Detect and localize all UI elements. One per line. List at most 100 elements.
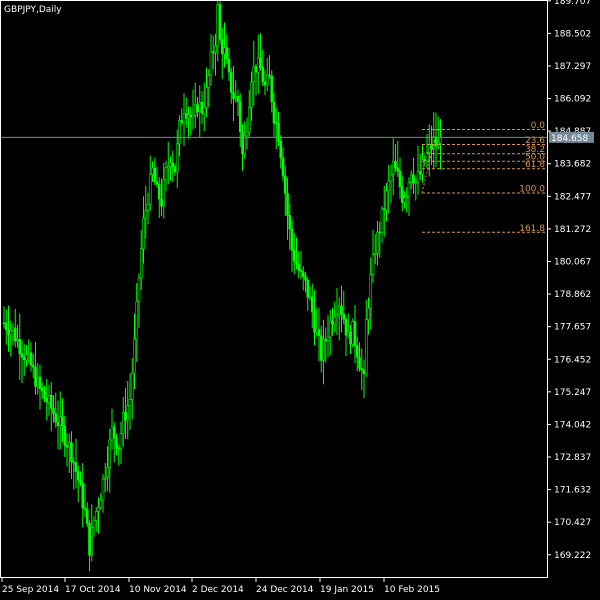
candle-body bbox=[45, 397, 49, 403]
candle-body bbox=[126, 405, 130, 421]
candle-body bbox=[216, 4, 220, 47]
candle-body bbox=[238, 101, 242, 133]
candle-body bbox=[245, 131, 249, 137]
candle-body bbox=[274, 122, 278, 125]
fibonacci-retracement[interactable]: 0.0 23.638.250.061.8 100.0 161.8 bbox=[421, 121, 546, 234]
candle-body bbox=[202, 107, 206, 114]
candle-body bbox=[79, 479, 82, 484]
candle-body bbox=[326, 336, 330, 341]
candle-body bbox=[421, 159, 424, 175]
candle-body bbox=[146, 203, 150, 211]
candle-body bbox=[283, 175, 287, 194]
candle-body bbox=[241, 131, 244, 155]
candle-body bbox=[74, 462, 78, 472]
current-price-badge-box bbox=[549, 131, 594, 143]
candle-body bbox=[36, 376, 40, 387]
candle-body bbox=[112, 426, 116, 439]
candle-body bbox=[340, 305, 343, 315]
candle-body bbox=[7, 329, 10, 336]
y-tick-label: 172.837 bbox=[554, 453, 591, 463]
candle-body bbox=[101, 478, 105, 501]
candle-body bbox=[371, 254, 375, 275]
candles-layer bbox=[2, 0, 442, 571]
candle-body bbox=[373, 252, 377, 255]
candle-body bbox=[106, 467, 109, 478]
candle-body bbox=[414, 181, 418, 184]
fib-level-label: 23.6 bbox=[525, 136, 545, 146]
candle-body bbox=[396, 167, 400, 172]
candle-body bbox=[173, 166, 177, 173]
candle-body bbox=[225, 47, 229, 60]
candle-body bbox=[157, 184, 161, 200]
candle-body bbox=[243, 135, 247, 155]
candle-body bbox=[124, 412, 127, 421]
fib-level-label: 100.0 bbox=[519, 185, 545, 195]
candle-body bbox=[405, 196, 409, 199]
candle-body bbox=[403, 197, 406, 203]
candle-body bbox=[400, 186, 404, 203]
y-tick-label: 181.272 bbox=[554, 225, 591, 235]
candle-body bbox=[90, 527, 94, 556]
candle-body bbox=[119, 433, 123, 449]
current-price-badge: 184.658 bbox=[549, 131, 594, 144]
candle-body bbox=[281, 157, 285, 177]
candle-body bbox=[299, 269, 303, 272]
y-tick-label: 176.452 bbox=[554, 355, 591, 365]
candle-body bbox=[380, 208, 384, 234]
candle-body bbox=[344, 319, 348, 336]
candle-body bbox=[250, 81, 253, 109]
candle-body bbox=[342, 313, 346, 320]
candle-body bbox=[362, 369, 366, 375]
candle-body bbox=[67, 442, 71, 448]
candle-body bbox=[81, 482, 85, 509]
candle-body bbox=[40, 388, 44, 392]
candle-body bbox=[61, 416, 64, 427]
candle-body bbox=[9, 330, 13, 336]
y-tick-label: 169.222 bbox=[554, 551, 591, 561]
candle-body bbox=[108, 439, 112, 468]
candle-body bbox=[63, 425, 67, 446]
candle-body bbox=[315, 329, 319, 333]
candle-body bbox=[88, 523, 91, 556]
candle-body bbox=[166, 165, 170, 169]
candle-body bbox=[254, 66, 258, 73]
candle-body bbox=[38, 376, 42, 389]
candle-body bbox=[193, 104, 197, 116]
candle-body bbox=[58, 416, 62, 426]
candle-body bbox=[439, 137, 442, 144]
x-tick-label: 25 Sep 2014 bbox=[2, 585, 59, 595]
candle-body bbox=[121, 412, 125, 434]
candle-body bbox=[292, 250, 296, 262]
candle-body bbox=[198, 101, 202, 112]
candle-body bbox=[382, 208, 386, 211]
candle-body bbox=[29, 352, 33, 366]
candle-body bbox=[135, 301, 139, 340]
candle-body bbox=[335, 314, 339, 318]
candle-body bbox=[353, 321, 357, 346]
candle-body bbox=[286, 193, 289, 216]
candle-body bbox=[295, 260, 298, 265]
candle-body bbox=[115, 437, 118, 449]
candle-body bbox=[16, 338, 19, 341]
candle-body bbox=[288, 215, 292, 230]
candle-body bbox=[97, 506, 100, 512]
x-tick-label: 19 Jan 2015 bbox=[320, 585, 374, 595]
candle-body bbox=[25, 354, 28, 361]
candle-body bbox=[328, 320, 332, 338]
y-tick-label: 174.042 bbox=[554, 420, 591, 430]
candle-body bbox=[155, 181, 159, 185]
candle-body bbox=[13, 327, 17, 341]
candle-body bbox=[31, 364, 35, 368]
candle-body bbox=[272, 101, 276, 124]
current-price-label: 184.658 bbox=[551, 134, 588, 144]
candle-body bbox=[128, 399, 132, 407]
candle-body bbox=[306, 279, 310, 298]
candle-body bbox=[209, 51, 213, 76]
candle-body bbox=[227, 58, 231, 73]
candle-body bbox=[232, 92, 235, 99]
candle-body bbox=[2, 322, 6, 325]
candle-body bbox=[313, 311, 316, 333]
y-tick-label: 186.092 bbox=[554, 95, 591, 105]
candle-body bbox=[182, 113, 186, 123]
